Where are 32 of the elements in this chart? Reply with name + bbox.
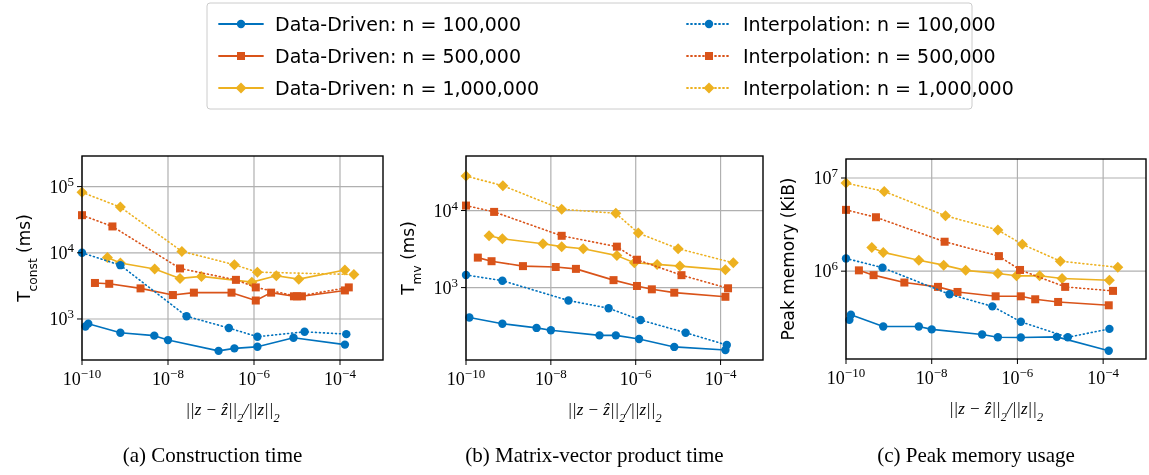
- x-axis-title: ||z − ẑ||$_{2}$/||z||$_{2}$: [567, 400, 662, 425]
- text: (a) Construction time: [122, 443, 303, 467]
- y-tick-label: 10$^{7}$: [813, 164, 839, 189]
- legend-label: Data-Driven: n = 1,000,000: [275, 77, 540, 99]
- y-tick-label: 10$^{4}$: [49, 239, 75, 263]
- x-axis-title: ||z − ẑ||$_{2}$/||z||$_{2}$: [185, 400, 280, 425]
- x-tick-label: 10$^{−6}$: [1001, 364, 1034, 388]
- legend-label: Data-Driven: n = 100,000: [275, 13, 521, 35]
- y-tick-label: 10$^{3}$: [433, 274, 458, 298]
- text: (c) Peak memory usage: [877, 443, 1075, 467]
- legend-label: Interpolation: n = 1,000,000: [743, 77, 1014, 99]
- x-tick-label: 10$^{−8}$: [915, 364, 948, 388]
- x-tick-label: 10$^{−4}$: [1087, 364, 1120, 388]
- text: (b) Matrix-vector product time: [465, 443, 724, 467]
- x-tick-label: 10$^{−6}$: [238, 365, 271, 389]
- x-tick-label: 10$^{−6}$: [619, 365, 653, 389]
- x-tick-label: 10$^{−10}$: [826, 364, 866, 388]
- legend-label: Interpolation: n = 500,000: [743, 45, 996, 67]
- x-tick-label: 10$^{−10}$: [62, 365, 102, 389]
- x-tick-label: 10$^{−4}$: [324, 365, 357, 389]
- legend-label: Data-Driven: n = 500,000: [275, 45, 521, 67]
- x-tick-label: 10$^{−8}$: [534, 365, 567, 389]
- x-tick-label: 10$^{−4}$: [704, 365, 737, 389]
- y-tick-label: 10$^{4}$: [433, 197, 459, 221]
- y-tick-label: 10$^{6}$: [813, 257, 839, 282]
- y-tick-label: 10$^{3}$: [49, 305, 74, 329]
- y-tick-label: 10$^{5}$: [49, 173, 74, 197]
- x-tick-label: 10$^{−10}$: [446, 365, 486, 389]
- x-tick-label: 10$^{−8}$: [152, 365, 184, 389]
- y-axis-title: Peak memory (KiB): [778, 177, 798, 341]
- x-axis-title: ||z − ẑ||$_{2}$/||z||$_{2}$: [948, 399, 1044, 424]
- legend-label: Interpolation: n = 100,000: [743, 13, 996, 35]
